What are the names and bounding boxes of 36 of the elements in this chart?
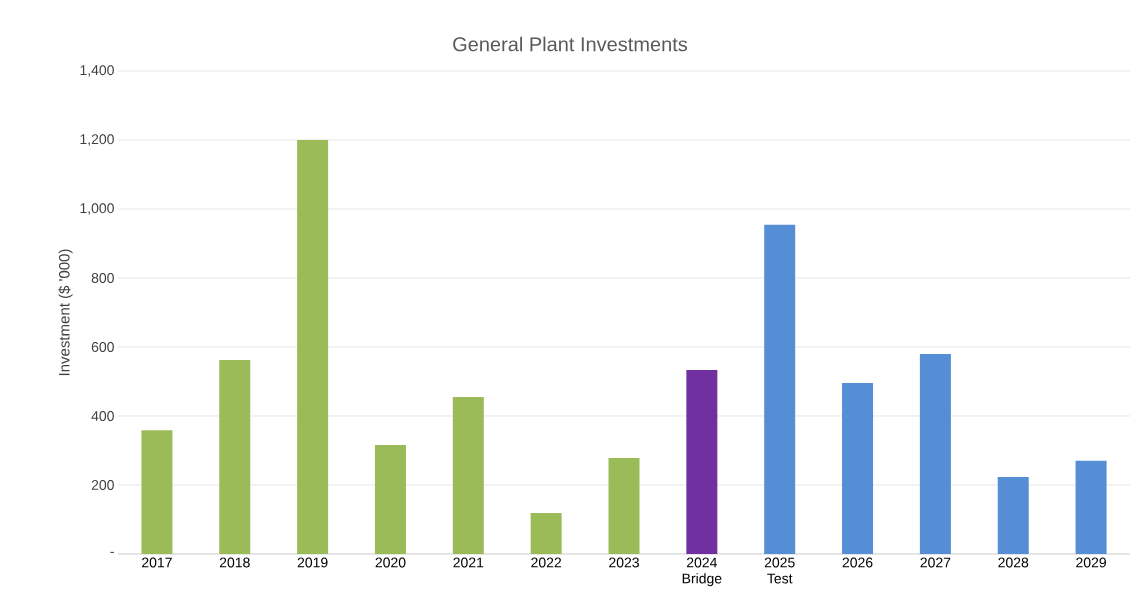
x-tick-label: 2020	[375, 557, 406, 568]
x-tick-label: 2027	[920, 557, 951, 568]
y-tick-label: -	[110, 551, 114, 553]
x-tick-label: 2017	[142, 557, 172, 568]
x-tick-label: 2018	[219, 557, 250, 568]
y-tick-label: 1,000	[80, 203, 114, 215]
x-tick-label: 2029	[1076, 557, 1106, 568]
y-tick-label: 1,200	[80, 134, 114, 146]
y-tick-label: 200	[91, 480, 114, 490]
bar	[141, 430, 173, 554]
bar	[1075, 460, 1107, 554]
y-tick-label: 400	[91, 411, 114, 421]
chart-title: General Plant Investments	[453, 36, 688, 52]
y-axis-title: Investment ($ '000)	[58, 249, 73, 376]
x-tick-label: 2026	[842, 557, 873, 568]
bar	[764, 224, 796, 554]
bar	[608, 458, 640, 554]
bar	[452, 397, 484, 554]
x-tick-label: 2028	[998, 557, 1029, 568]
x-tick-label: 2022	[531, 557, 562, 568]
bar	[686, 370, 718, 554]
x-tick-label: 2021	[453, 557, 484, 568]
bar	[997, 477, 1029, 554]
x-tick-label: 2024 Bridge	[682, 557, 722, 587]
bar	[919, 353, 951, 554]
y-tick-label: 600	[91, 342, 114, 352]
x-tick-label: 2023	[609, 557, 639, 568]
bar	[842, 382, 874, 554]
y-tick-label: 1,400	[80, 65, 114, 77]
x-tick-label: 2019	[297, 557, 328, 568]
bar	[374, 444, 406, 554]
x-tick-label: 2025 Test	[764, 557, 795, 584]
bar	[530, 512, 562, 554]
y-tick-label: 800	[91, 273, 114, 283]
bar	[219, 360, 251, 554]
bar	[297, 140, 329, 554]
